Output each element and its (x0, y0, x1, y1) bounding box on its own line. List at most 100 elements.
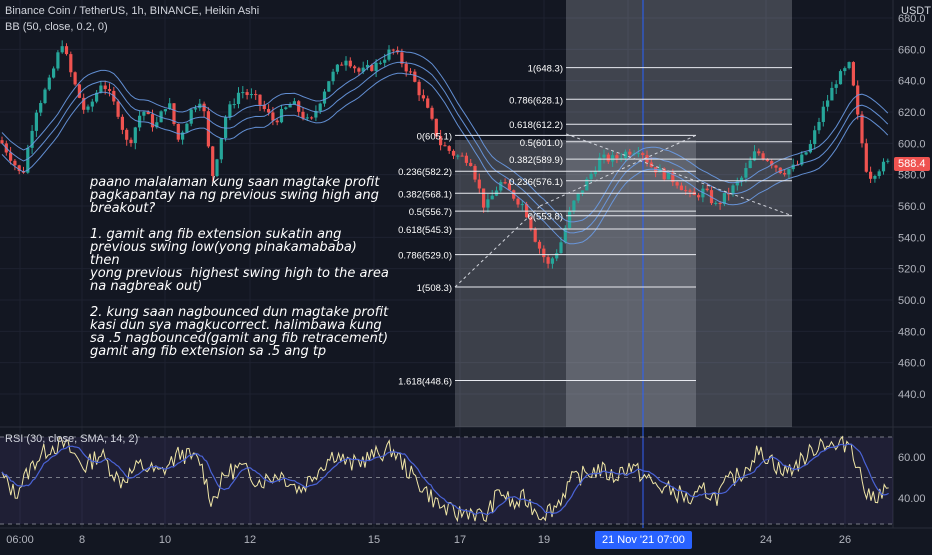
candle-body (288, 104, 292, 108)
candle-body (206, 111, 210, 147)
candle-body (740, 177, 744, 182)
candle-body (873, 175, 877, 179)
candle-body (602, 154, 606, 158)
candle-body (99, 85, 103, 93)
candle-body (688, 190, 692, 192)
candle-body (856, 85, 860, 115)
candle-body (193, 108, 198, 110)
candle-body (520, 204, 524, 206)
current-price-tag: 588.4 (894, 157, 930, 171)
price-tick-label: 460.0 (898, 358, 926, 370)
candle-body (9, 152, 13, 161)
fib-retracement-label: 0.786(529.0) (398, 251, 452, 262)
fib-extension-label: 0.618(612.2) (509, 120, 563, 131)
time-tick-label: 24 (760, 534, 772, 546)
candle-body (451, 150, 456, 156)
candle-body (851, 62, 855, 86)
candle-body (572, 200, 576, 212)
candle-body (404, 63, 408, 72)
candle-body (292, 101, 296, 105)
candle-body (537, 241, 542, 249)
candle-body (172, 103, 176, 124)
candle-body (383, 59, 387, 63)
rsi-indicator-label[interactable]: RSI (30, close, SMA, 14, 2) (5, 433, 139, 445)
candle-body (752, 151, 757, 161)
candle-body (146, 111, 150, 115)
candle-body (17, 165, 21, 172)
candle-body (125, 129, 129, 140)
candle-body (241, 92, 245, 94)
candle-body (279, 108, 284, 123)
candle-body (757, 151, 761, 154)
candle-body (654, 167, 658, 173)
candle-body (275, 120, 279, 123)
candle-body (731, 185, 735, 195)
candle-body (13, 160, 17, 166)
candle-body (189, 109, 193, 124)
candle-body (542, 248, 546, 258)
candle-body (770, 161, 774, 166)
bb-upper (1, 50, 889, 223)
candle-body (563, 227, 567, 243)
fib-retracement-label: 0.382(568.1) (398, 189, 452, 200)
candle-body (430, 107, 434, 119)
candle-body (830, 87, 834, 101)
candle-body (236, 92, 241, 105)
time-tick-label: 26 (839, 534, 851, 546)
price-tick-label: 660.0 (898, 44, 926, 56)
candle-body (598, 157, 602, 172)
candle-body (318, 103, 322, 111)
time-tick-label: 17 (454, 534, 466, 546)
price-tick-label: 600.0 (898, 138, 926, 150)
price-tick-label: 480.0 (898, 326, 926, 338)
chart-title: Binance Coin / TetherUS, 1h, BINANCE, He… (5, 5, 260, 17)
annotation-text[interactable]: paano malalaman kung saan magtake profit… (90, 175, 389, 359)
candle-body (103, 85, 107, 90)
candle-body (249, 94, 253, 96)
candle-body (378, 62, 382, 64)
candle-body (107, 89, 112, 91)
candle-body (684, 190, 688, 192)
time-tick-label: 15 (368, 534, 380, 546)
candle-body (593, 171, 597, 174)
candle-body (370, 64, 374, 71)
time-tick-label: 06:00 (6, 534, 34, 546)
candle-body (817, 121, 821, 131)
candle-body (860, 114, 864, 144)
candle-body (310, 117, 314, 119)
candle-body (116, 101, 120, 117)
price-tick-label: 680.0 (898, 13, 926, 25)
bb-indicator-label[interactable]: BB (50, close, 0.2, 0) (5, 21, 108, 33)
fib-extension-zone (566, 0, 792, 427)
candle-body (761, 153, 765, 160)
candle-body (340, 64, 344, 66)
fib-trend-line (454, 205, 541, 288)
bollinger-bands (1, 50, 889, 245)
candle-body (679, 185, 683, 191)
candle-body (847, 62, 851, 69)
fib-extension-trend-line (565, 133, 793, 217)
axes: 440.0 460.0 480.0 500.0 520.0 540.0 560.0 580.0… (6, 13, 925, 546)
candle-body (499, 182, 503, 191)
fib-retracement-zone (455, 140, 696, 427)
candle-body (176, 123, 180, 140)
candle-body (64, 46, 69, 55)
fib-retracement-label: 0(605.1) (417, 131, 452, 142)
candle-body (456, 155, 460, 157)
candle-body (886, 160, 890, 162)
candle-body (714, 202, 718, 204)
candle-body (804, 152, 808, 155)
candle-body (129, 139, 133, 144)
candle-body (120, 116, 124, 130)
candle-body (211, 146, 215, 176)
candle-body (232, 104, 236, 106)
candle-body (447, 146, 451, 151)
fib-extension-label: 1(648.3) (528, 64, 563, 75)
candle-body (426, 98, 430, 108)
candle-body (228, 104, 232, 118)
fib-retracement-label: 0.236(582.2) (398, 167, 452, 178)
candle-body (628, 151, 632, 155)
candle-body (305, 117, 309, 119)
